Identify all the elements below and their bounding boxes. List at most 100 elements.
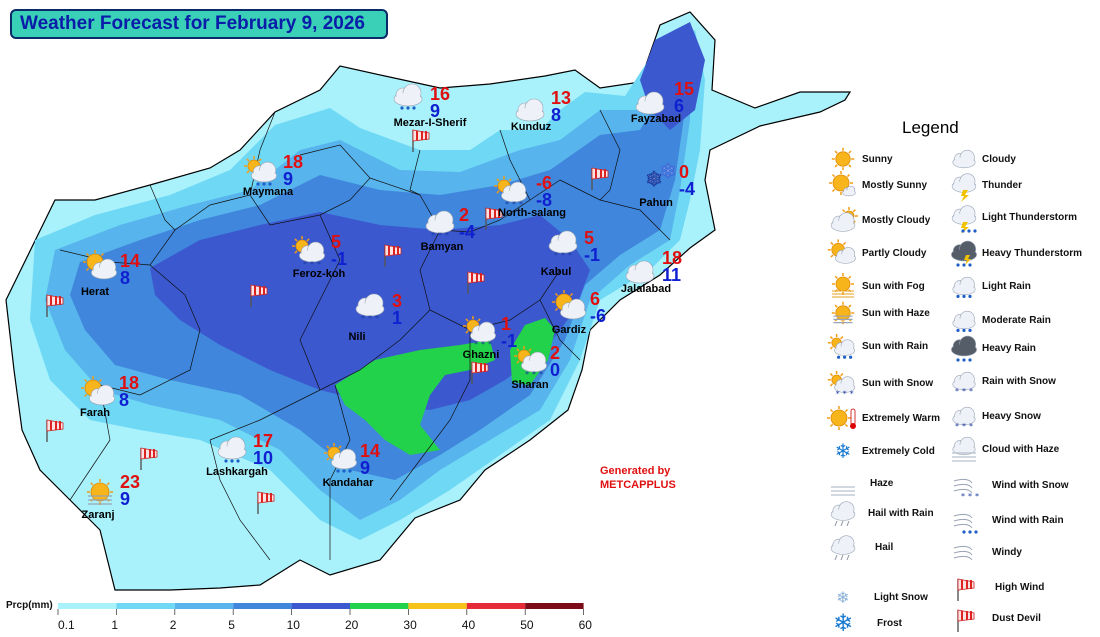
- sun-with-snow-icon: * * *: [463, 316, 496, 349]
- legend-item-right: Wind with Snow: [992, 480, 1069, 491]
- colorbar-segment: [233, 603, 292, 609]
- city-fayzabad: Fayzabad 156: [631, 79, 694, 125]
- temp-max: 13: [551, 88, 571, 108]
- city-name: Feroz-koh: [293, 268, 346, 280]
- city-name: Nili: [348, 331, 365, 343]
- windsock-icon: [467, 271, 485, 294]
- temp-max: 14: [120, 251, 140, 271]
- city-maymana: Maymana 189: [243, 152, 303, 198]
- svg-text:*: *: [375, 314, 379, 323]
- city-name: Kandahar: [323, 477, 374, 489]
- partly-cloudy-icon: [81, 376, 115, 406]
- city-nili: * * * Nili 31: [348, 291, 402, 343]
- legend-item-left: Partly Cloudy: [862, 248, 927, 259]
- colorbar-tick-label: 20: [345, 618, 359, 632]
- credit-text: Generated by METCAPPLUS: [600, 464, 676, 492]
- city-name: Herat: [81, 286, 109, 298]
- city-herat: Herat 148: [81, 250, 140, 298]
- legend-item-left: Sun with Rain: [862, 341, 929, 352]
- svg-text:*: *: [519, 200, 523, 209]
- rain-with-snow-icon: * * *: [355, 293, 385, 323]
- svg-text:*: *: [539, 370, 543, 379]
- windsock-icon: [471, 361, 489, 384]
- temp-max: 15: [674, 79, 694, 99]
- legend-item-right: Thunder: [982, 180, 1022, 191]
- temp-min: 1: [392, 308, 402, 328]
- temp-max: -6: [536, 173, 552, 193]
- colorbar-tick-label: 0.1: [58, 618, 75, 632]
- map-title: Weather Forecast for February 9, 2026: [10, 9, 388, 39]
- colorbar-segment: [525, 603, 584, 609]
- legend-item-right: Cloudy: [982, 154, 1016, 165]
- legend-item-right: Light Rain: [982, 281, 1031, 292]
- legend-item-right: Windy: [992, 547, 1022, 558]
- colorbar-tick-label: 60: [578, 618, 592, 632]
- legend-item-right: Rain with Snow: [982, 376, 1056, 387]
- legend-item-left: Sun with Haze: [862, 308, 930, 319]
- city-name: Maymana: [243, 186, 294, 198]
- windsock-icon: [591, 167, 609, 190]
- svg-text:*: *: [474, 340, 478, 349]
- city-name: Kunduz: [511, 121, 552, 133]
- city-gardiz: Gardiz 6-6: [552, 289, 606, 336]
- legend-item-left: Hail: [875, 542, 894, 553]
- precip-zone-20-30-east: [510, 318, 555, 385]
- colorbar-label: Prcp(mm): [6, 600, 53, 611]
- legend-item-right: Moderate Rain: [982, 315, 1051, 326]
- rain-with-snow-icon: * * *: [425, 210, 455, 240]
- svg-text:*: *: [505, 200, 509, 209]
- sun-with-snow-icon: * * *: [292, 236, 325, 269]
- sun-with-snow-icon: * * *: [514, 346, 547, 379]
- temp-min: -1: [584, 245, 600, 265]
- temp-min: 9: [360, 458, 370, 478]
- city-name: Lashkargah: [206, 466, 268, 478]
- legend-item-left: Frost: [877, 618, 902, 629]
- city-name: Pahun: [639, 197, 673, 209]
- legend-title: Legend: [902, 118, 959, 137]
- temp-max: 18: [283, 152, 303, 172]
- temp-min: 0: [550, 360, 560, 380]
- svg-text:*: *: [317, 260, 321, 269]
- precip-colorbar: [58, 603, 584, 609]
- colorbar-segment: [291, 603, 350, 609]
- legend-item-left: Light Snow: [874, 592, 928, 603]
- legend-item-left: Mostly Sunny: [862, 180, 928, 191]
- svg-text:*: *: [525, 370, 529, 379]
- city-name: Jalalabad: [621, 283, 671, 295]
- city-kandahar: Kandahar 149: [323, 441, 380, 489]
- legend-item-left: Sun with Snow: [862, 378, 934, 389]
- colorbar-segment: [174, 603, 234, 609]
- temp-min: 9: [120, 489, 130, 509]
- temp-max: 14: [360, 441, 380, 461]
- temp-min: 8: [119, 390, 129, 410]
- svg-text:*: *: [481, 340, 485, 349]
- temp-min: -6: [590, 306, 606, 326]
- svg-text:❄: ❄: [646, 167, 663, 191]
- windsock-markers: [46, 129, 609, 514]
- windsock-icon: [140, 447, 158, 470]
- legend-item-right: Heavy Rain: [982, 343, 1036, 354]
- sun-with-haze-icon: [87, 479, 113, 505]
- temp-min: 9: [430, 101, 440, 121]
- sun-with-rain-icon: [244, 156, 277, 186]
- cloudy-icon: [515, 98, 545, 122]
- light-rain-icon: [217, 436, 247, 463]
- legend-item-left: Sunny: [862, 154, 893, 165]
- legend-item-left: Sun with Fog: [862, 281, 925, 292]
- city-name: Kabul: [541, 266, 572, 278]
- temp-max: 18: [119, 373, 139, 393]
- city-pahun: ❄❄ Pahun 0-4: [639, 159, 695, 210]
- legend-item-left: Mostly Cloudy: [862, 215, 931, 226]
- temp-max: 3: [392, 291, 402, 311]
- svg-text:*: *: [568, 251, 572, 260]
- partly-cloudy-icon: [552, 290, 586, 320]
- colorbar-tick-label: 30: [403, 618, 417, 632]
- legend-item-right: High Wind: [995, 582, 1045, 593]
- city-zaranj: Zaranj 239: [81, 472, 140, 521]
- windsock-icon: [412, 129, 430, 152]
- temp-max: 2: [550, 343, 560, 363]
